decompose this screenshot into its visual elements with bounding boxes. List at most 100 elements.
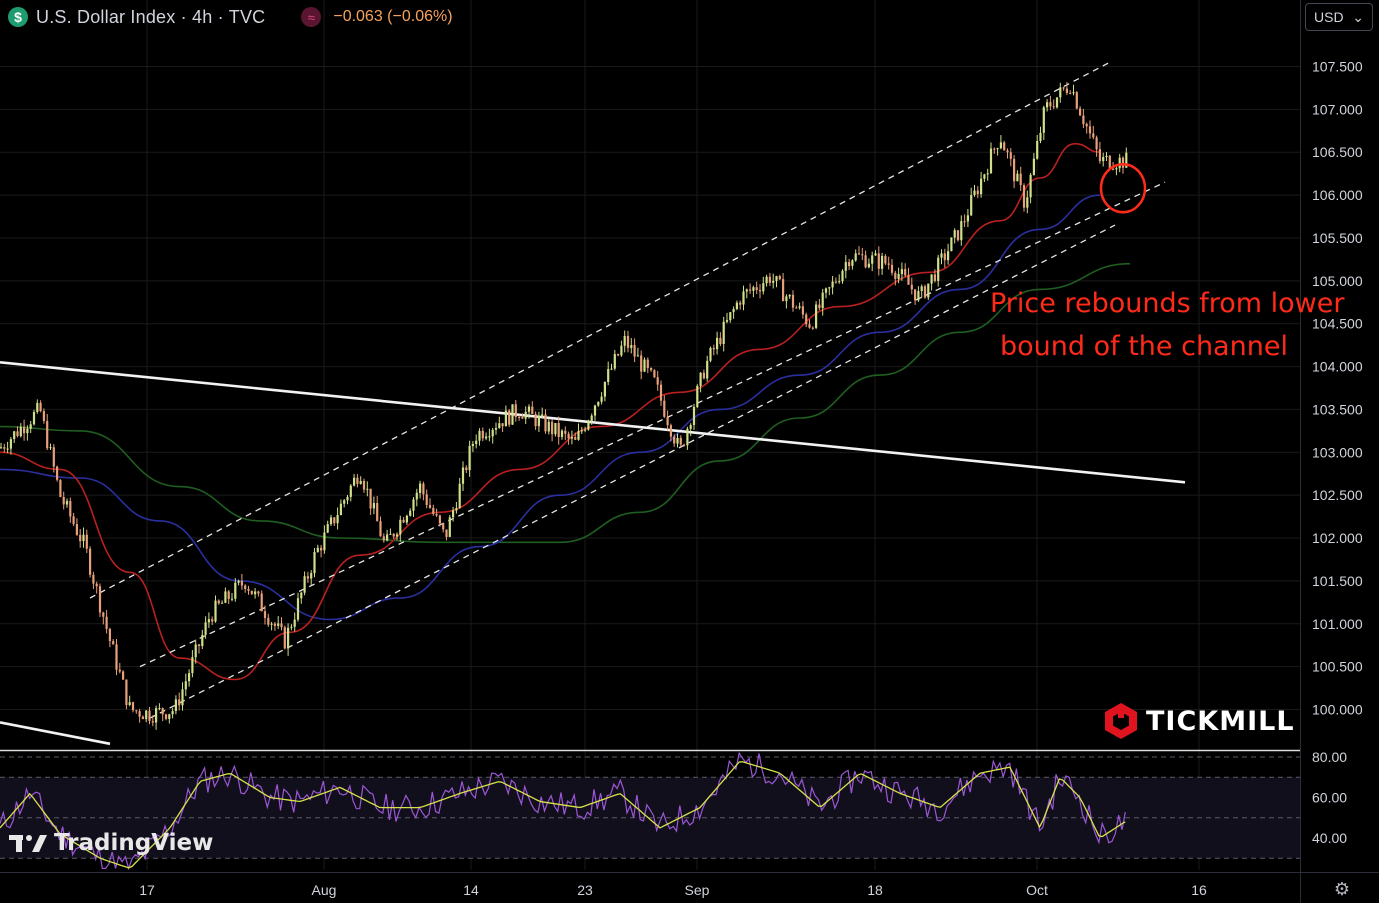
price-axis-label: 107.000 (1312, 101, 1363, 117)
candle-body (461, 467, 465, 484)
candle-body (79, 534, 82, 542)
candle-body (719, 337, 722, 344)
candle-body (805, 314, 808, 325)
candle-body (19, 426, 22, 437)
candle-body (795, 307, 798, 309)
candle-body (841, 270, 844, 282)
candle-body (960, 221, 963, 241)
candle-body (640, 355, 643, 372)
candle-body (171, 711, 174, 715)
candle-body (395, 534, 399, 537)
candle-body (402, 519, 405, 523)
candle-body (844, 262, 847, 271)
time-axis-label: 14 (463, 882, 479, 898)
candle-body (890, 264, 894, 273)
candle-body (1003, 142, 1006, 151)
candle-body (224, 591, 227, 603)
candle-body (653, 370, 656, 378)
candle-body (633, 345, 636, 357)
candle-body (897, 273, 900, 279)
candle-body (478, 430, 481, 441)
candle-body (673, 436, 676, 444)
candle-body (811, 327, 814, 329)
candle-body (1079, 108, 1082, 116)
candle-body (405, 515, 408, 523)
candle-body (692, 407, 696, 425)
candle-body (102, 612, 105, 617)
candle-body (6, 448, 9, 450)
candle-body (531, 406, 534, 414)
candle-body (834, 281, 837, 283)
candle-body (699, 372, 702, 386)
candle-body (329, 517, 333, 525)
candle-body (300, 592, 303, 599)
candle-body (501, 423, 504, 427)
candle-body (442, 523, 445, 530)
currency-select[interactable]: USD ⌄ (1305, 3, 1373, 31)
candle-body (854, 253, 857, 261)
candle-body (775, 276, 778, 281)
candle-body (471, 444, 474, 446)
candle-body (996, 148, 999, 150)
candle-body (881, 255, 884, 269)
candle-body (293, 619, 296, 627)
candle-body (567, 433, 570, 439)
candle-body (778, 276, 781, 280)
candle-body (89, 548, 92, 575)
candle-body (597, 401, 600, 406)
candle-body (435, 514, 438, 516)
candle-body (36, 402, 39, 412)
candle-body (791, 294, 795, 308)
candle-body (491, 429, 494, 437)
tickmill-logo: TICKMILL (1104, 702, 1295, 740)
indicator-wave-icon[interactable]: ≈ (301, 7, 322, 27)
candle-body (758, 290, 762, 292)
candle-body (577, 431, 580, 440)
candle-body (560, 430, 564, 437)
candle-body (706, 360, 709, 379)
candle-body (851, 260, 854, 266)
candle-body (1125, 152, 1128, 168)
candle-body (92, 574, 95, 584)
candle-body (118, 669, 121, 672)
candle-body (320, 547, 323, 551)
candle-body (1115, 168, 1118, 170)
candle-body (1019, 173, 1022, 186)
candle-body (362, 481, 366, 490)
channel-lower-line (149, 224, 1116, 719)
tradingview-logo[interactable]: TradingView (8, 830, 213, 856)
candle-body (128, 702, 131, 705)
candle-body (508, 410, 511, 425)
candle-body (864, 255, 867, 268)
candle-body (1029, 174, 1032, 198)
candle-body (973, 190, 976, 195)
candle-body (336, 515, 339, 524)
candle-body (498, 423, 501, 428)
candle-body (544, 414, 547, 432)
candle-body (316, 547, 319, 553)
time-axis-label: Aug (312, 882, 337, 898)
candle-body (765, 276, 768, 284)
candle-body (910, 284, 913, 290)
candle-body (762, 283, 765, 292)
candle-body (194, 644, 197, 658)
candle-body (366, 488, 369, 490)
candle-body (323, 532, 326, 551)
candle-body (26, 428, 29, 434)
candle-body (1112, 168, 1115, 170)
candle-body (950, 237, 953, 252)
symbol-title[interactable]: U.S. Dollar Index · 4h · TVC (36, 6, 266, 27)
candle-body (1065, 88, 1068, 93)
candle-body (287, 627, 290, 649)
settings-gear-icon[interactable]: ⚙ (1333, 878, 1351, 899)
candle-body (739, 302, 742, 305)
candle-body (1059, 87, 1062, 98)
candle-body (574, 437, 577, 440)
candle-body (62, 496, 65, 505)
candle-body (369, 488, 372, 509)
candle-body (240, 580, 243, 586)
price-axis-label: 104.500 (1312, 316, 1363, 332)
price-change: −0.063 (−0.06%) (333, 8, 453, 25)
candle-body (267, 617, 270, 625)
